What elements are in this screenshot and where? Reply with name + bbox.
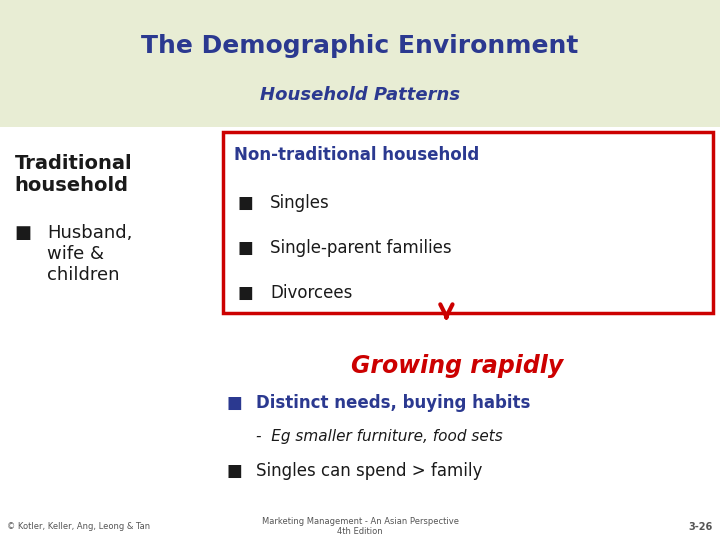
- Text: Non-traditional household: Non-traditional household: [234, 146, 480, 164]
- Text: Growing rapidly: Growing rapidly: [351, 354, 563, 377]
- Text: Traditional
household: Traditional household: [14, 154, 132, 195]
- FancyBboxPatch shape: [0, 0, 720, 127]
- Text: Marketing Management - An Asian Perspective
4th Edition: Marketing Management - An Asian Perspect…: [261, 517, 459, 536]
- Text: Distinct needs, buying habits: Distinct needs, buying habits: [256, 394, 530, 412]
- Text: ■: ■: [238, 239, 253, 257]
- Text: ■: ■: [227, 462, 243, 480]
- Text: Singles: Singles: [270, 194, 330, 212]
- Text: Single-parent families: Single-parent families: [270, 239, 451, 257]
- Text: 3-26: 3-26: [688, 522, 713, 531]
- Text: Husband,
wife &
children: Husband, wife & children: [47, 224, 132, 284]
- Text: The Demographic Environment: The Demographic Environment: [141, 34, 579, 58]
- Text: Household Patterns: Household Patterns: [260, 85, 460, 104]
- Text: Singles can spend > family: Singles can spend > family: [256, 462, 482, 480]
- Text: -  Eg smaller furniture, food sets: - Eg smaller furniture, food sets: [256, 429, 503, 444]
- Text: ■: ■: [238, 194, 253, 212]
- Text: ■: ■: [238, 284, 253, 302]
- Text: ■: ■: [227, 394, 243, 412]
- Text: Divorcees: Divorcees: [270, 284, 352, 302]
- Text: ■: ■: [14, 224, 32, 242]
- FancyBboxPatch shape: [223, 132, 713, 313]
- Text: © Kotler, Keller, Ang, Leong & Tan: © Kotler, Keller, Ang, Leong & Tan: [7, 522, 150, 531]
